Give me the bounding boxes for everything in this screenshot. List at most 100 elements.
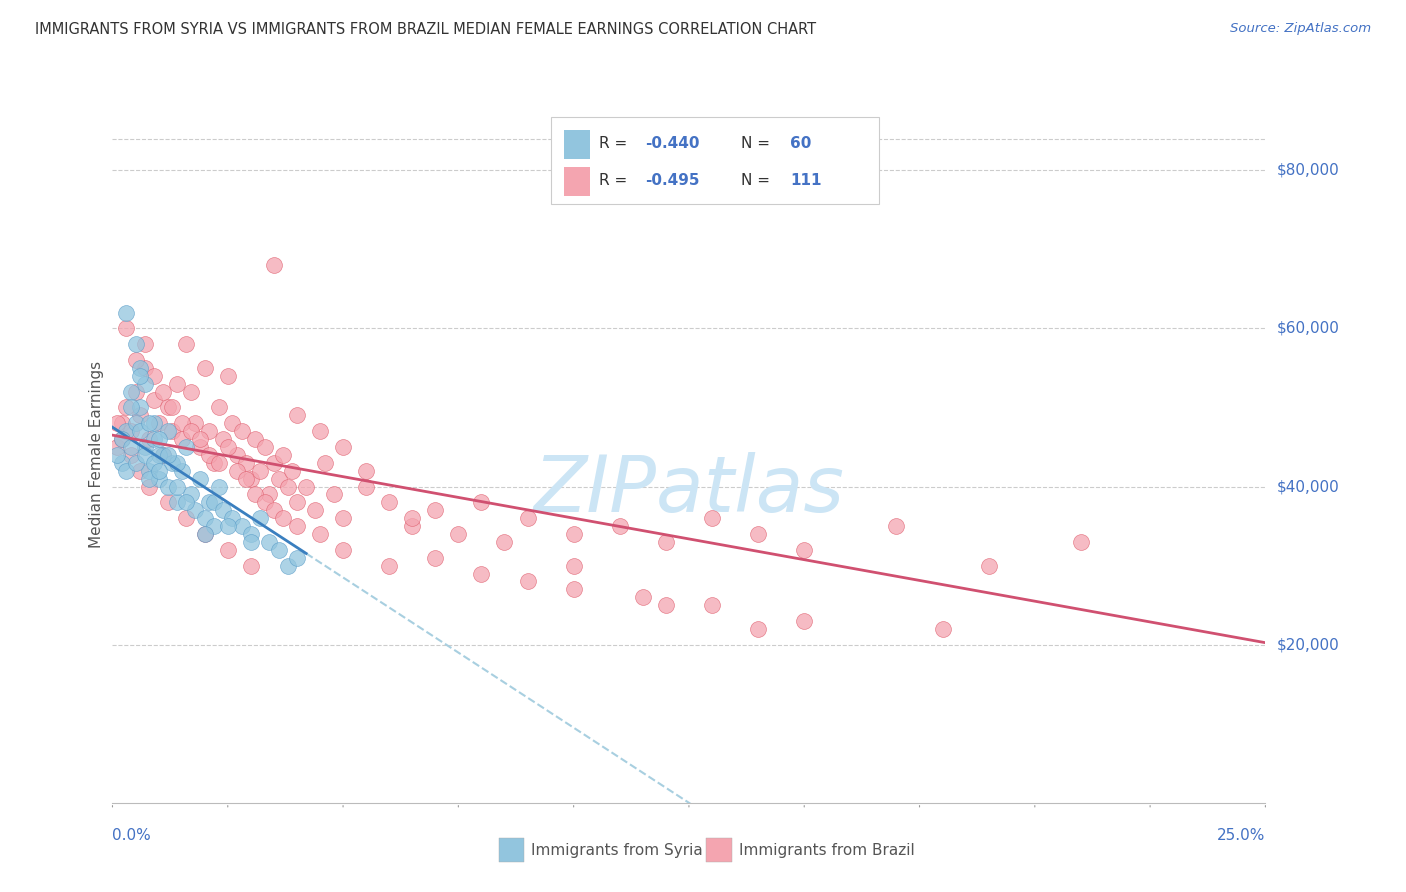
Point bbox=[184, 417, 207, 431]
Point bbox=[134, 361, 156, 376]
Point bbox=[138, 472, 160, 486]
Point bbox=[304, 503, 326, 517]
Point bbox=[655, 598, 678, 612]
Point bbox=[562, 527, 585, 541]
Point bbox=[281, 464, 304, 478]
Point bbox=[148, 432, 170, 446]
Point bbox=[322, 487, 344, 501]
Point bbox=[354, 479, 377, 493]
Point bbox=[309, 527, 332, 541]
Point bbox=[401, 519, 423, 533]
Point bbox=[271, 448, 294, 462]
Point bbox=[259, 487, 281, 501]
Bar bbox=[499, 838, 524, 862]
Text: R =: R = bbox=[599, 136, 633, 152]
Point bbox=[111, 456, 134, 470]
Point bbox=[494, 535, 516, 549]
Point bbox=[170, 432, 193, 446]
Point bbox=[152, 448, 174, 462]
Point bbox=[655, 535, 678, 549]
Point bbox=[259, 535, 281, 549]
Point bbox=[239, 527, 262, 541]
Point bbox=[184, 503, 207, 517]
Point bbox=[129, 409, 152, 423]
Point bbox=[134, 376, 156, 391]
Point bbox=[120, 424, 142, 438]
Point bbox=[1070, 535, 1092, 549]
Point bbox=[700, 598, 723, 612]
Point bbox=[425, 503, 447, 517]
Point bbox=[285, 550, 308, 565]
Point bbox=[124, 337, 146, 351]
Text: R =: R = bbox=[599, 173, 633, 188]
Point bbox=[562, 558, 585, 573]
Point bbox=[332, 542, 354, 557]
Point bbox=[425, 550, 447, 565]
Point bbox=[115, 321, 138, 335]
Point bbox=[562, 582, 585, 597]
Point bbox=[166, 495, 188, 509]
Point bbox=[516, 511, 538, 525]
Point bbox=[129, 368, 152, 383]
Text: 60: 60 bbox=[790, 136, 811, 152]
Point bbox=[134, 448, 156, 462]
Point bbox=[166, 376, 188, 391]
Point bbox=[138, 432, 160, 446]
Point bbox=[138, 464, 160, 478]
Point bbox=[115, 305, 138, 319]
Point bbox=[148, 448, 170, 462]
Point bbox=[198, 424, 221, 438]
Point bbox=[295, 479, 318, 493]
Point bbox=[217, 440, 239, 454]
Point bbox=[285, 519, 308, 533]
Point bbox=[194, 527, 217, 541]
Point bbox=[166, 456, 188, 470]
Point bbox=[152, 448, 174, 462]
Point bbox=[253, 495, 276, 509]
Point bbox=[148, 464, 170, 478]
Point bbox=[212, 503, 235, 517]
Point bbox=[271, 511, 294, 525]
Text: N =: N = bbox=[741, 136, 775, 152]
Point bbox=[143, 417, 166, 431]
Point bbox=[401, 511, 423, 525]
Y-axis label: Median Female Earnings: Median Female Earnings bbox=[89, 361, 104, 549]
Point bbox=[105, 448, 128, 462]
Point bbox=[148, 417, 170, 431]
Point bbox=[747, 622, 769, 636]
Point bbox=[631, 591, 654, 605]
Point bbox=[194, 361, 217, 376]
Text: $20,000: $20,000 bbox=[1277, 637, 1340, 652]
Text: 25.0%: 25.0% bbox=[1218, 828, 1265, 843]
Text: 0.0%: 0.0% bbox=[112, 828, 152, 843]
Point bbox=[207, 401, 229, 415]
Point bbox=[124, 456, 146, 470]
Point bbox=[143, 432, 166, 446]
Point bbox=[120, 401, 142, 415]
Bar bbox=[551, 118, 879, 204]
Point bbox=[198, 495, 221, 509]
Point bbox=[170, 464, 193, 478]
Point bbox=[174, 440, 197, 454]
Point bbox=[231, 424, 253, 438]
Point bbox=[931, 622, 953, 636]
Bar bbox=[706, 838, 731, 862]
Point bbox=[156, 401, 179, 415]
Point bbox=[129, 361, 152, 376]
Point bbox=[447, 527, 470, 541]
Point bbox=[138, 417, 160, 431]
Point bbox=[235, 456, 257, 470]
Bar bbox=[564, 167, 589, 196]
Point bbox=[245, 432, 267, 446]
Point bbox=[180, 384, 202, 399]
Point bbox=[111, 417, 134, 431]
Point bbox=[129, 464, 152, 478]
Point bbox=[285, 409, 308, 423]
Point bbox=[134, 440, 156, 454]
Point bbox=[115, 424, 138, 438]
Point bbox=[124, 353, 146, 368]
Point bbox=[285, 495, 308, 509]
Point bbox=[162, 456, 184, 470]
Point bbox=[105, 417, 128, 431]
Point bbox=[332, 440, 354, 454]
